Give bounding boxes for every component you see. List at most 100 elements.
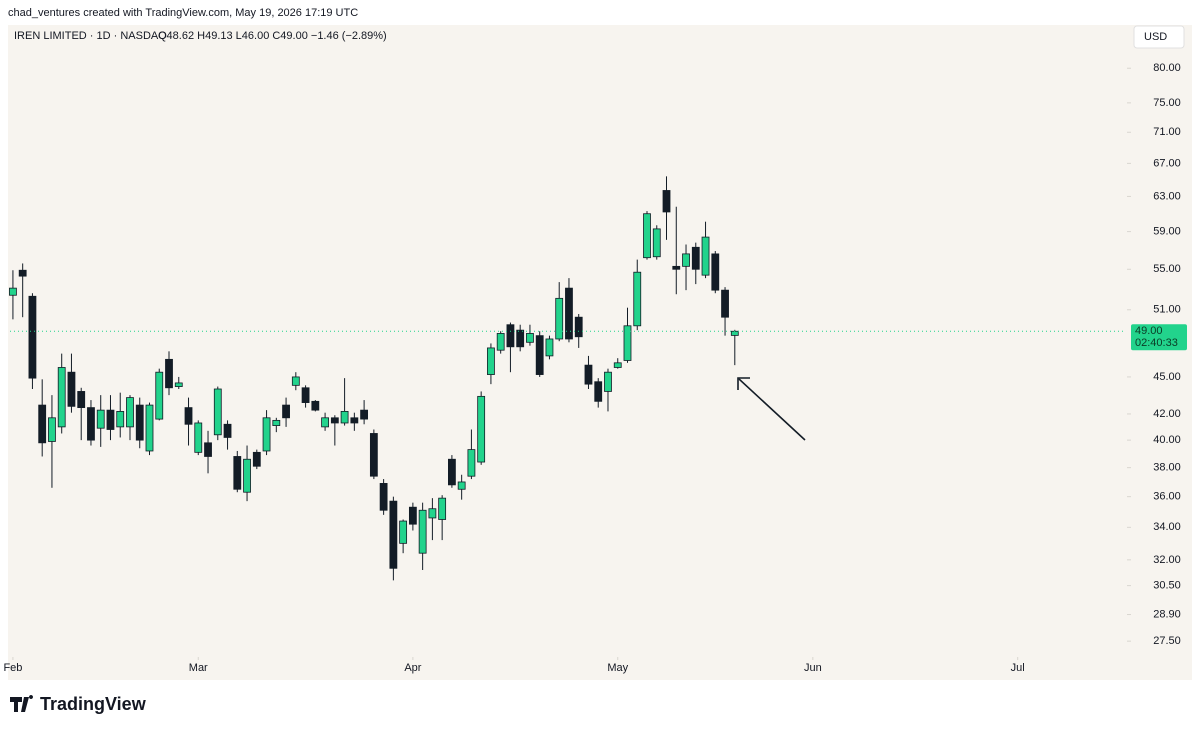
- candle-body: [643, 213, 651, 259]
- y-tick-label: 55.00: [1153, 263, 1181, 275]
- candle-body: [496, 333, 505, 351]
- candle-body: [194, 422, 203, 453]
- candle-body: [594, 381, 603, 402]
- chart-background: [8, 25, 1192, 680]
- candle-body: [301, 387, 310, 403]
- candle-body: [662, 190, 671, 213]
- candle-body: [28, 295, 37, 379]
- candle-body: [252, 451, 261, 467]
- candle-body: [77, 391, 86, 409]
- candle-body: [311, 400, 320, 411]
- currency-box[interactable]: [1133, 25, 1185, 49]
- last-price-label: 49.00: [1135, 325, 1163, 337]
- candle-body: [565, 287, 573, 340]
- candle-body: [701, 236, 710, 276]
- candle-body: [623, 325, 632, 361]
- candle-body: [106, 409, 115, 430]
- y-tick-label: 63.00: [1153, 190, 1181, 202]
- candle-body: [438, 497, 447, 520]
- y-tick-label: 67.00: [1153, 157, 1181, 169]
- candle-body: [535, 335, 544, 375]
- candle-body: [672, 265, 681, 270]
- y-tick-label: 36.00: [1153, 491, 1181, 503]
- candle-body: [652, 228, 661, 258]
- candle-body: [574, 316, 583, 338]
- y-tick-label: 51.00: [1153, 304, 1181, 316]
- candle-body: [67, 371, 76, 407]
- candle-body: [545, 338, 554, 357]
- y-tick-label: 42.00: [1153, 408, 1181, 420]
- candle-body: [155, 371, 164, 420]
- candle-body: [467, 449, 476, 477]
- candle-body: [135, 404, 144, 441]
- candle-body: [340, 411, 349, 424]
- candle-body: [711, 253, 720, 291]
- candle-body: [730, 330, 739, 336]
- candle-body: [213, 388, 222, 436]
- y-tick-label: 59.00: [1153, 226, 1181, 238]
- countdown: 02:40:33: [1135, 337, 1178, 349]
- last-price-box: [1131, 324, 1187, 351]
- candle-body: [360, 409, 369, 420]
- candle-body: [721, 289, 729, 318]
- candle-body: [555, 297, 564, 340]
- candle-body: [379, 483, 388, 511]
- candle-body: [506, 324, 515, 348]
- y-tick-label: 75.00: [1153, 97, 1181, 109]
- candle-body: [18, 269, 27, 277]
- candle-body: [457, 481, 466, 490]
- candle-body: [204, 442, 212, 457]
- candle-body: [145, 404, 154, 452]
- y-tick-label: 38.00: [1153, 462, 1181, 474]
- annotation-arrow: [737, 377, 806, 441]
- candle-body: [282, 404, 290, 419]
- x-tick-label: Jul: [1011, 662, 1025, 674]
- candle-body: [633, 271, 642, 327]
- candle-body: [428, 508, 437, 519]
- x-tick-label: Mar: [189, 662, 208, 674]
- y-tick-label: 30.50: [1153, 580, 1181, 592]
- candle-body: [330, 417, 339, 424]
- candle-body: [223, 423, 232, 438]
- candle-body: [487, 347, 495, 375]
- y-tick-label: 34.00: [1153, 521, 1181, 533]
- logo-text: TradingView: [40, 694, 147, 714]
- x-tick-label: Apr: [404, 662, 421, 674]
- ohlc-legend: O48.62 H49.13 L46.00 C49.00 −1.46 (−2.89…: [158, 30, 387, 42]
- candle-body: [584, 364, 593, 385]
- candle-body: [477, 395, 486, 463]
- candle-body: [48, 417, 56, 442]
- candle-body: [174, 382, 183, 387]
- x-tick-label: Jun: [804, 662, 822, 674]
- candle-body: [243, 458, 251, 493]
- candle-body: [126, 397, 134, 428]
- plot: 80.00 75.00 71.00 67.00 63.00 59.00 55.00 51.00…: [3, 62, 1187, 674]
- candle-body: [116, 411, 125, 428]
- candle-body: [613, 362, 622, 368]
- candle-body: [682, 253, 690, 267]
- candle-body: [418, 509, 427, 554]
- y-tick-label: 27.50: [1153, 635, 1181, 647]
- candle-body: [57, 367, 66, 428]
- y-tick-label: 28.90: [1153, 608, 1181, 620]
- candle-body: [691, 246, 700, 270]
- footer-logo: TradingView: [10, 694, 147, 714]
- candle-body: [350, 417, 359, 424]
- y-tick-label: 80.00: [1153, 62, 1181, 74]
- logo-icon: [10, 695, 34, 712]
- candle-body: [321, 417, 329, 428]
- candle-body: [96, 409, 105, 429]
- candle-body: [526, 333, 534, 343]
- candle-body: [291, 376, 300, 386]
- currency: USD: [1144, 31, 1167, 43]
- candle-body: [399, 520, 408, 544]
- arrow-line: [738, 378, 806, 441]
- y-tick-label: 40.00: [1153, 434, 1181, 446]
- candle-body: [38, 404, 47, 444]
- candle-body: [389, 500, 398, 569]
- symbol-title: IREN LIMITED · 1D · NASDAQ: [14, 30, 167, 42]
- candle-body: [233, 456, 242, 490]
- candle-body: [165, 358, 173, 389]
